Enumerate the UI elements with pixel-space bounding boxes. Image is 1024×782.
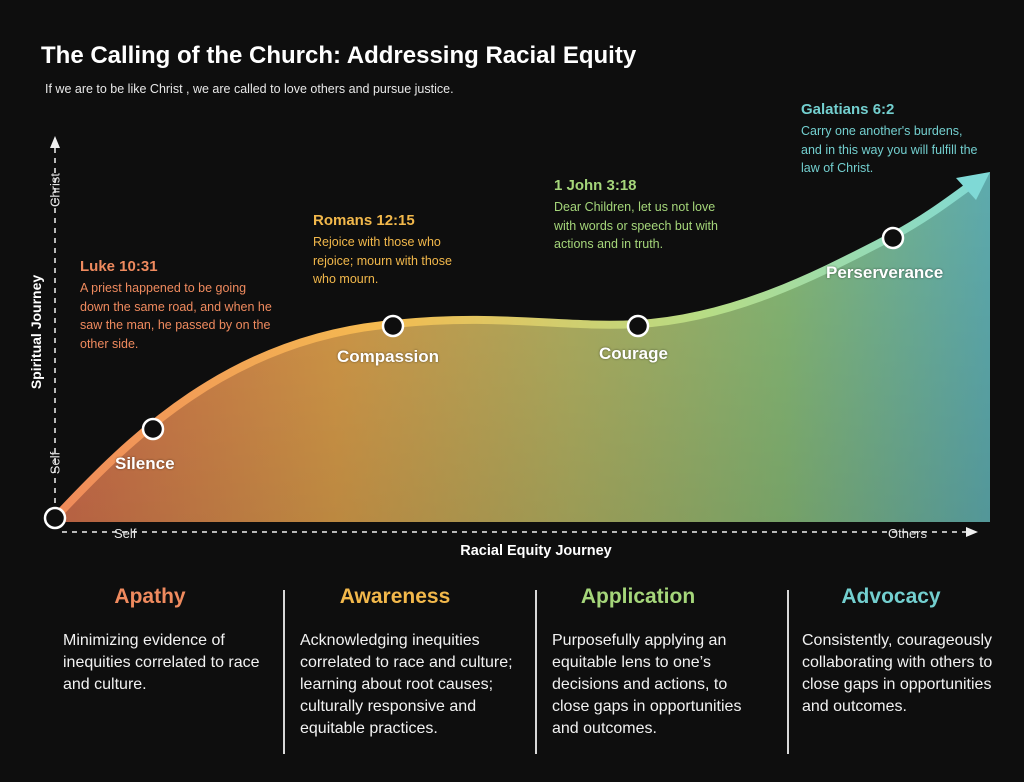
page-subtitle: If we are to be like Christ , we are cal… xyxy=(45,82,454,96)
reference-romans: Romans 12:15 Rejoice with those who rejo… xyxy=(313,212,473,289)
column-heading-application: Application xyxy=(580,585,696,608)
stage-label-silence: Silence xyxy=(115,454,175,473)
stage-label-courage: Courage xyxy=(599,344,668,363)
reference-john: 1 John 3:18 Dear Children, let us not lo… xyxy=(554,177,729,254)
column-divider xyxy=(283,590,285,754)
x-axis-left-label: Self xyxy=(114,526,137,541)
stage-label-compassion: Compassion xyxy=(337,347,440,366)
reference-body: Dear Children, let us not love with word… xyxy=(554,200,718,251)
x-axis-label: Racial Equity Journey xyxy=(460,543,612,559)
page-title: The Calling of the Church: Addressing Ra… xyxy=(41,42,637,69)
reference-body: Carry one another's burdens, and in this… xyxy=(801,124,978,175)
perserverance-marker xyxy=(881,226,905,250)
column-body-awareness: Acknowledging inequities correlated to r… xyxy=(300,632,513,737)
column-body-apathy: Minimizing evidence of inequities correl… xyxy=(63,632,260,693)
origin-marker xyxy=(43,506,67,530)
column-body-application: Purposefully applying an equitable lens … xyxy=(552,632,742,737)
reference-body: Rejoice with those who rejoice; mourn wi… xyxy=(313,235,452,286)
y-axis-arrow xyxy=(50,136,60,148)
column-body-advocacy: Consistently, courageously collaborating… xyxy=(802,632,993,715)
silence-marker xyxy=(141,417,165,441)
column-heading-apathy: Apathy xyxy=(114,585,186,608)
column-divider xyxy=(535,590,537,754)
compassion-marker xyxy=(381,314,405,338)
reference-luke: Luke 10:31 A priest happened to be going… xyxy=(80,258,275,353)
courage-marker xyxy=(626,314,650,338)
x-axis-arrow xyxy=(966,527,978,537)
x-axis-right-label: Others xyxy=(888,526,928,541)
reference-galatians: Galatians 6:2 Carry one another's burden… xyxy=(801,101,986,178)
reference-title: Luke 10:31 xyxy=(80,258,158,275)
column-divider xyxy=(787,590,789,754)
column-heading-awareness: Awareness xyxy=(339,585,451,608)
stage-label-perserverance: Perserverance xyxy=(826,263,944,282)
column-heading-advocacy: Advocacy xyxy=(841,585,941,608)
reference-title: Galatians 6:2 xyxy=(801,101,895,118)
reference-body: A priest happened to be going down the s… xyxy=(80,281,272,351)
reference-title: Romans 12:15 xyxy=(313,212,415,229)
curve-arrowhead xyxy=(956,172,990,200)
reference-title: 1 John 3:18 xyxy=(554,177,637,194)
